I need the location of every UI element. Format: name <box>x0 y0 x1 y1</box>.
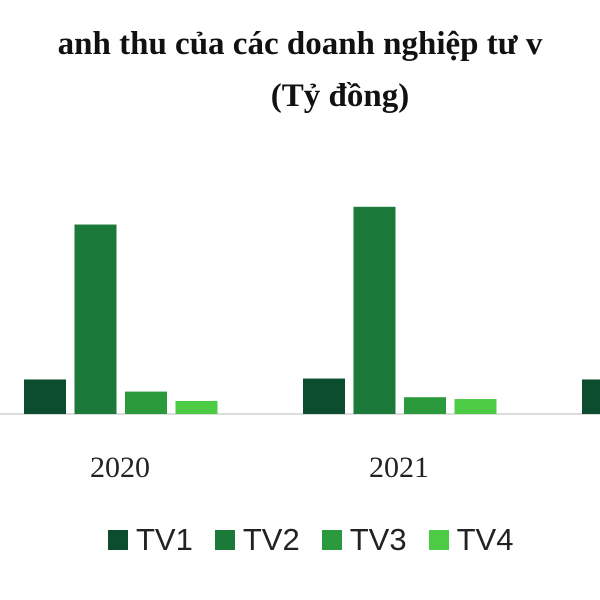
legend-item-tv1: TV1 <box>108 522 193 558</box>
legend-item-tv4: TV4 <box>428 522 514 558</box>
chart-subtitle: (Tỷ đồng) <box>270 78 410 114</box>
bar-tv2-2021 <box>353 206 396 414</box>
bar-tv4-2021 <box>454 399 497 414</box>
legend-swatch <box>321 530 342 550</box>
legend-label: TV3 <box>349 522 407 557</box>
bar-tv3-2020 <box>125 391 167 414</box>
x-tick-label: 2020 <box>90 451 150 484</box>
bar-tv1-2021 <box>303 378 345 414</box>
legend-swatch <box>108 530 128 550</box>
legend-swatch <box>428 530 449 550</box>
legend-item-tv3: TV3 <box>321 522 407 558</box>
bar-tv3-2021 <box>404 397 446 414</box>
legend-label: TV2 <box>242 522 300 557</box>
legend-swatch <box>214 530 235 550</box>
legend-label: TV4 <box>456 522 514 557</box>
chart-title: anh thu của các doanh nghiệp tư v <box>57 26 543 62</box>
x-tick-label: 2021 <box>369 451 429 484</box>
bar-tv1-2022 <box>582 379 600 414</box>
bar-tv4-2020 <box>175 400 218 414</box>
legend-item-tv2: TV2 <box>214 522 300 558</box>
legend-label: TV1 <box>136 522 193 557</box>
chart-legend: TV1 TV2 TV3 TV4 <box>108 520 535 560</box>
bar-tv1-2020 <box>24 379 66 414</box>
bar-tv2-2020 <box>74 224 117 414</box>
